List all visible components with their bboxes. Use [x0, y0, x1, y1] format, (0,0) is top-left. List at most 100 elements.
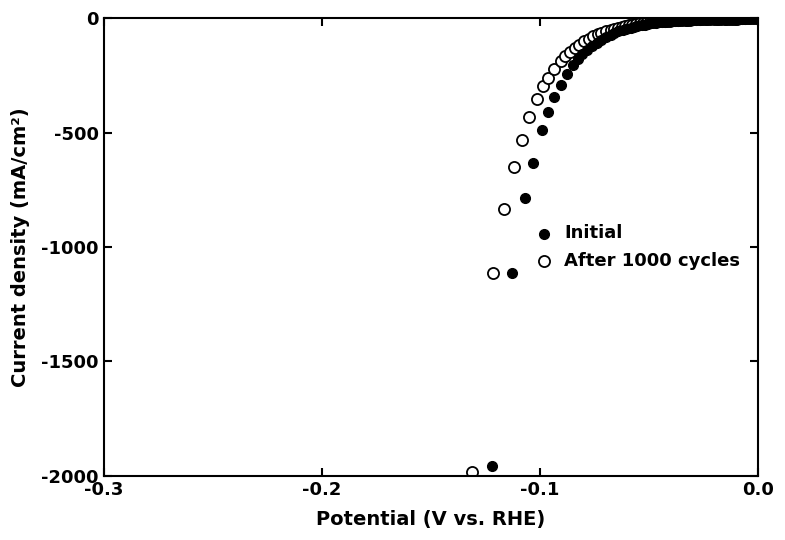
After 1000 cycles [600, 27, 612, 36]
After 1000 cycles [615, 23, 628, 31]
Initial [742, 14, 754, 23]
Initial [693, 15, 706, 24]
After 1000 cycles [573, 40, 586, 49]
Initial [554, 80, 567, 89]
After 1000 cycles [707, 15, 720, 23]
After 1000 cycles [663, 16, 676, 25]
Initial [625, 23, 637, 32]
Initial [671, 16, 684, 25]
Initial [581, 45, 593, 54]
After 1000 cycles [568, 44, 581, 52]
After 1000 cycles [657, 17, 670, 25]
After 1000 cycles [693, 15, 706, 24]
After 1000 cycles [508, 163, 520, 172]
After 1000 cycles [734, 14, 747, 23]
After 1000 cycles [679, 16, 692, 24]
X-axis label: Potential (V vs. RHE): Potential (V vs. RHE) [316, 510, 546, 529]
After 1000 cycles [564, 48, 576, 56]
Initial [642, 19, 655, 28]
Initial [548, 93, 560, 102]
Initial [506, 269, 519, 278]
Initial [736, 14, 748, 23]
Initial [690, 15, 703, 24]
After 1000 cycles [554, 57, 567, 66]
Initial [731, 14, 743, 23]
Initial [750, 14, 762, 23]
Initial [560, 70, 573, 78]
After 1000 cycles [704, 15, 717, 23]
Initial [728, 15, 740, 23]
After 1000 cycles [644, 18, 656, 26]
Initial [659, 17, 671, 26]
Initial [681, 16, 693, 24]
After 1000 cycles [647, 18, 659, 26]
Initial [631, 22, 644, 30]
After 1000 cycles [699, 15, 712, 23]
Initial [720, 15, 732, 23]
After 1000 cycles [718, 15, 731, 23]
After 1000 cycles [537, 82, 550, 91]
After 1000 cycles [666, 16, 679, 25]
Initial [639, 20, 652, 29]
After 1000 cycles [608, 24, 620, 33]
Initial [645, 19, 658, 28]
After 1000 cycles [750, 14, 762, 23]
After 1000 cycles [670, 16, 682, 24]
Initial [535, 126, 548, 134]
Initial [709, 15, 721, 23]
After 1000 cycles [487, 269, 500, 278]
After 1000 cycles [747, 14, 759, 23]
After 1000 cycles [654, 17, 666, 25]
After 1000 cycles [587, 32, 600, 40]
Initial [655, 18, 668, 26]
After 1000 cycles [690, 15, 703, 24]
Initial [586, 42, 598, 50]
Initial [662, 17, 674, 26]
After 1000 cycles [723, 14, 736, 23]
After 1000 cycles [729, 14, 742, 23]
After 1000 cycles [523, 113, 535, 122]
Legend: Initial, After 1000 cycles: Initial, After 1000 cycles [530, 215, 749, 279]
After 1000 cycles [531, 94, 543, 103]
Initial [743, 14, 756, 23]
Initial [739, 14, 751, 23]
Initial [612, 27, 625, 36]
After 1000 cycles [687, 15, 699, 24]
After 1000 cycles [673, 16, 685, 24]
After 1000 cycles [715, 15, 728, 23]
Initial [595, 35, 608, 44]
Initial [715, 15, 728, 23]
Initial [600, 33, 612, 42]
After 1000 cycles [604, 25, 617, 34]
After 1000 cycles [578, 37, 590, 46]
After 1000 cycles [582, 35, 595, 43]
After 1000 cycles [743, 14, 756, 23]
Initial [486, 462, 498, 471]
After 1000 cycles [515, 136, 528, 144]
Initial [723, 15, 736, 23]
After 1000 cycles [712, 15, 725, 23]
After 1000 cycles [736, 14, 748, 23]
After 1000 cycles [742, 14, 754, 23]
Initial [674, 16, 687, 25]
After 1000 cycles [720, 15, 732, 23]
After 1000 cycles [619, 22, 631, 30]
Initial [665, 17, 677, 25]
Initial [620, 24, 633, 33]
Initial [726, 15, 739, 23]
After 1000 cycles [739, 14, 751, 23]
Initial [608, 29, 620, 38]
Initial [628, 23, 641, 31]
After 1000 cycles [634, 19, 647, 28]
Initial [590, 38, 603, 47]
Initial [677, 16, 690, 25]
After 1000 cycles [595, 29, 608, 37]
After 1000 cycles [626, 21, 639, 29]
After 1000 cycles [651, 17, 663, 26]
Initial [701, 15, 714, 24]
Initial [747, 14, 759, 23]
Initial [567, 61, 579, 70]
After 1000 cycles [612, 23, 625, 32]
Initial [695, 15, 707, 24]
Initial [526, 159, 539, 167]
